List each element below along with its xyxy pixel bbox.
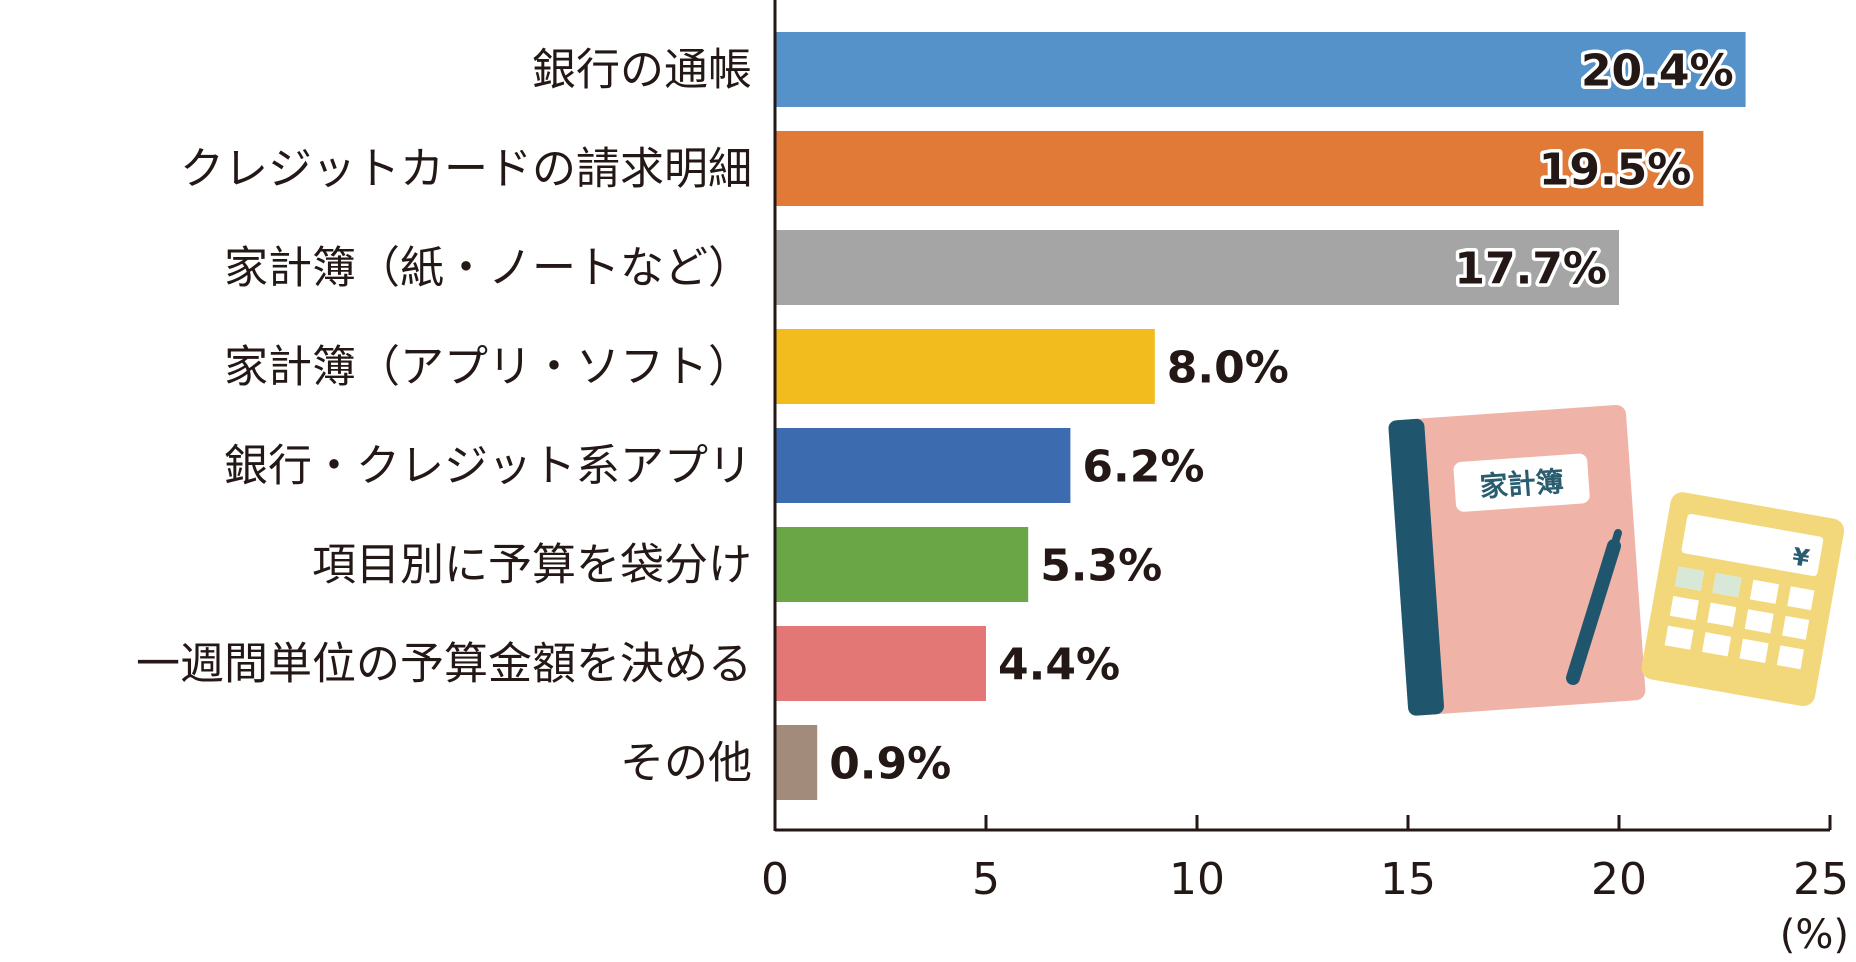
- notebook-label: 家計簿: [1479, 465, 1565, 504]
- bar: [775, 32, 1746, 107]
- pen-icon: [1566, 529, 1622, 685]
- household-ledger-illustration: 家計簿 ¥: [1388, 404, 1845, 716]
- category-label: その他: [620, 738, 752, 789]
- category-label: クレジットカードの請求明細: [180, 144, 752, 195]
- category-label: 銀行の通帳: [532, 45, 752, 96]
- bar: [775, 230, 1619, 305]
- x-tick-label: 0: [761, 854, 789, 905]
- value-label: 4.4%: [998, 640, 1120, 691]
- notebook-label-box: [1453, 453, 1590, 512]
- bar: [775, 725, 818, 800]
- category-label: 家計簿（紙・ノートなど）: [224, 243, 752, 294]
- value-label: 0.9%: [829, 739, 951, 790]
- bar: [775, 626, 986, 701]
- calculator-icon: ¥: [1641, 492, 1845, 707]
- x-tick-label: 5: [972, 854, 1000, 905]
- bar: [775, 527, 1029, 602]
- x-tick-label: 15: [1380, 854, 1436, 905]
- x-axis: 0 5 10 15 20 25: [761, 0, 1849, 905]
- category-label: 家計簿（アプリ・ソフト）: [224, 342, 752, 393]
- value-label: 5.3%: [1040, 541, 1162, 592]
- labels-group: 銀行の通帳 20.4% クレジットカードの請求明細 19.5% 家計簿（紙・ノートなど）…: [136, 42, 1737, 790]
- x-tick-label: 25: [1793, 854, 1849, 905]
- x-axis-unit-label: (%): [1780, 912, 1849, 958]
- value-label: 19.5%: [1539, 145, 1692, 196]
- bar: [775, 329, 1155, 404]
- x-tick-label: 20: [1591, 854, 1647, 905]
- value-label: 17.7%: [1454, 244, 1607, 295]
- yen-symbol: ¥: [1790, 542, 1812, 573]
- value-label: 8.0%: [1167, 343, 1289, 394]
- value-label: 6.2%: [1082, 442, 1204, 493]
- bar: [775, 131, 1704, 206]
- category-label: 一週間単位の予算金額を決める: [136, 639, 752, 690]
- value-label: 20.4%: [1581, 46, 1734, 97]
- x-tick-label: 10: [1169, 854, 1225, 905]
- category-label: 銀行・クレジット系アプリ: [224, 441, 752, 492]
- category-label: 項目別に予算を袋分け: [312, 540, 752, 591]
- bar: [775, 428, 1071, 503]
- bars-group: [775, 32, 1746, 800]
